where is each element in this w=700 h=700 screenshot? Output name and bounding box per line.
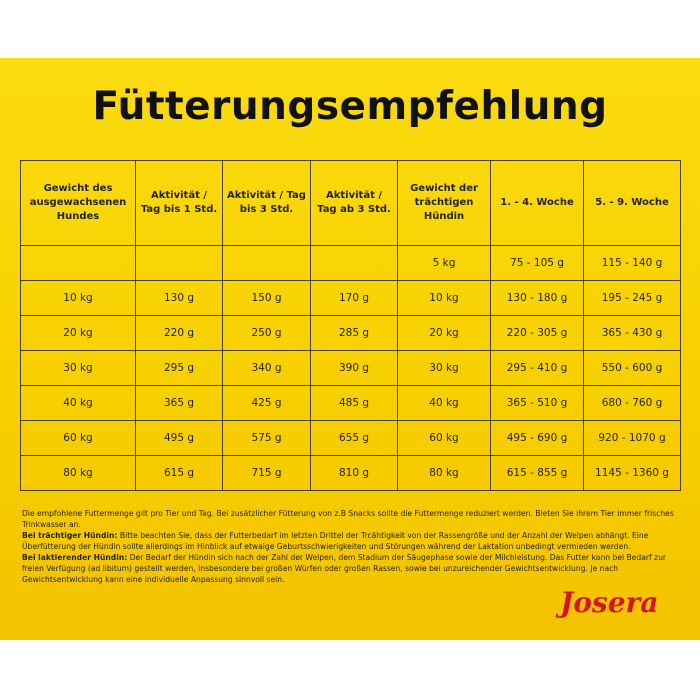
table-cell: 130 - 180 g [490,280,584,316]
table-cell: 680 - 760 g [583,385,681,421]
table-cell: 60 kg [397,420,491,456]
table-cell: 80 kg [20,455,136,491]
table-cell: 655 g [310,420,398,456]
table-cell: 575 g [222,420,311,456]
table-cell [222,245,311,281]
table-cell: 295 g [135,350,223,386]
table-cell: 365 - 510 g [490,385,584,421]
table-row: 60 kg 495 g 575 g 655 g 60 kg 495 - 690 g 920 … [20,420,681,456]
header-row: Gewicht des ausgewachsenen Hundes Aktivit… [20,160,681,246]
table-cell: 130 g [135,280,223,316]
table-cell: 115 - 140 g [583,245,681,281]
table-cell: 495 g [135,420,223,456]
note-label: Bei trächtiger Hündin: [22,531,118,540]
table-cell: 170 g [310,280,398,316]
note: Bei trächtiger Hündin: Bitte beachten Si… [22,530,682,552]
table-cell: 715 g [222,455,311,491]
header-cell: 5. - 9. Woche [583,160,681,246]
table-cell: 615 g [135,455,223,491]
table-cell: 10 kg [20,280,136,316]
table-cell: 220 - 305 g [490,315,584,351]
table-cell: 920 - 1070 g [583,420,681,456]
title: Fütterungsempfehlung [92,84,608,129]
header-cell: Aktivität / Tag bis 3 Std. [222,160,311,246]
panel: Fütterungsempfehlung Gewicht des ausgewa… [0,58,700,640]
table-cell: 75 - 105 g [490,245,584,281]
notes: Die empfohlene Futtermenge gilt pro Tier… [22,508,682,585]
table-cell: 365 - 430 g [583,315,681,351]
table-cell [310,245,398,281]
table-cell: 1145 - 1360 g [583,455,681,491]
header-cell: Gewicht der trächtigen Hündin [397,160,491,246]
table-cell [20,245,136,281]
header-cell: 1. - 4. Woche [490,160,584,246]
table-cell: 60 kg [20,420,136,456]
table-cell: 150 g [222,280,311,316]
table-cell: 10 kg [397,280,491,316]
note-label: Bei laktierender Hündin: [22,553,128,562]
table-cell: 615 - 855 g [490,455,584,491]
note-text: Bitte beachten Sie, dass der Futterbedar… [22,531,649,551]
table-cell: 30 kg [397,350,491,386]
table-cell: 390 g [310,350,398,386]
table-cell: 250 g [222,315,311,351]
table-row: 20 kg 220 g 250 g 285 g 20 kg 220 - 305 g 365 … [20,315,681,351]
table-cell: 810 g [310,455,398,491]
note-text: Die empfohlene Futtermenge gilt pro Tier… [22,509,674,529]
feeding-table: Gewicht des ausgewachsenen Hundes Aktivit… [20,160,681,491]
note: Die empfohlene Futtermenge gilt pro Tier… [22,508,682,530]
table-cell: 40 kg [20,385,136,421]
table-cell: 20 kg [397,315,491,351]
table-row: 30 kg 295 g 340 g 390 g 30 kg 295 - 410 g 550 … [20,350,681,386]
header-cell: Aktivität / Tag bis 1 Std. [135,160,223,246]
table-cell: 495 - 690 g [490,420,584,456]
table-cell: 340 g [222,350,311,386]
table-cell: 5 kg [397,245,491,281]
table-cell: 80 kg [397,455,491,491]
table-row: 80 kg 615 g 715 g 810 g 80 kg 615 - 855 g 1145… [20,455,681,491]
table-cell: 20 kg [20,315,136,351]
table-cell: 285 g [310,315,398,351]
note: Bei laktierender Hündin: Der Bedarf der … [22,552,682,585]
table-cell [135,245,223,281]
table-row: 10 kg 130 g 150 g 170 g 10 kg 130 - 180 g 195 … [20,280,681,316]
table-body: 5 kg 75 - 105 g 115 - 140 g 10 kg 130 g 150 g… [20,245,681,491]
header-cell: Aktivität / Tag ab 3 Std. [310,160,398,246]
brand-logo: Josera [560,586,659,619]
table-cell: 30 kg [20,350,136,386]
table-cell: 485 g [310,385,398,421]
note-text: Der Bedarf der Hündin sich nach der Zahl… [22,553,666,584]
table-cell: 195 - 245 g [583,280,681,316]
table-row: 40 kg 365 g 425 g 485 g 40 kg 365 - 510 g 680 … [20,385,681,421]
table-cell: 365 g [135,385,223,421]
header-cell: Gewicht des ausgewachsenen Hundes [20,160,136,246]
table-cell: 295 - 410 g [490,350,584,386]
table-cell: 40 kg [397,385,491,421]
table-cell: 425 g [222,385,311,421]
table-cell: 550 - 600 g [583,350,681,386]
table-row: 5 kg 75 - 105 g 115 - 140 g [20,245,681,281]
table-cell: 220 g [135,315,223,351]
